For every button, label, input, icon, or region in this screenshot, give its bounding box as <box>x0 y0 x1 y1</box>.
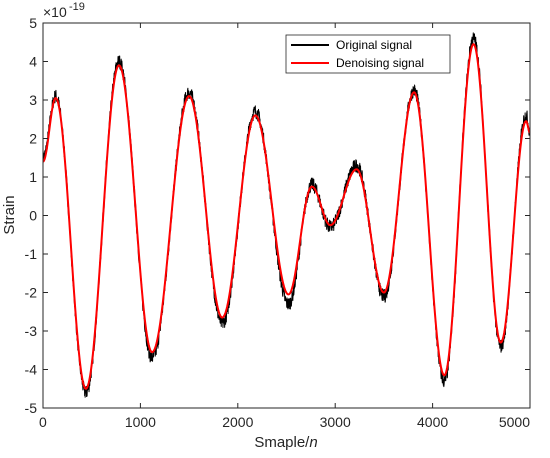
x-tick-label: 3000 <box>320 414 351 430</box>
y-tick-label: 0 <box>29 208 37 224</box>
x-tick-label: 4000 <box>417 414 448 430</box>
x-axis-label: Smaple/n <box>254 434 317 451</box>
y-exponent-power: -19 <box>69 1 85 13</box>
y-tick-label: -1 <box>25 246 38 262</box>
y-exponent-base: ×10 <box>43 4 67 20</box>
y-tick-label: 2 <box>29 131 37 147</box>
x-axis-label-italic: n <box>309 434 317 451</box>
y-tick-label: 4 <box>29 54 37 70</box>
y-tick-label: 5 <box>29 15 37 31</box>
y-tick-label: -5 <box>25 400 38 416</box>
y-tick-label: -2 <box>25 285 38 301</box>
x-tick-label: 5000 <box>499 414 530 430</box>
legend: Original signal Denoising signal <box>285 34 451 74</box>
y-tick-label: 3 <box>29 92 37 108</box>
y-axis-label: Strain <box>1 195 18 234</box>
legend-label-original: Original signal <box>336 38 412 52</box>
ticks-layer: 0 1000 2000 3000 4000 5000 -5 -4 -3 -2 -1 0 1 2 3 4 5 <box>25 15 531 430</box>
y-tick-label: 1 <box>29 169 37 185</box>
legend-box <box>285 34 451 74</box>
x-tick-label: 2000 <box>222 414 253 430</box>
x-axis-label-text: Smaple/ <box>254 434 310 451</box>
plot-area-background <box>43 23 530 408</box>
y-tick-label: -3 <box>25 323 38 339</box>
series-line-denoising <box>42 43 531 390</box>
x-tick-label: 1000 <box>125 414 156 430</box>
y-tick-label: -4 <box>25 362 38 378</box>
x-tick-label: 0 <box>39 414 47 430</box>
series-layer <box>42 32 531 398</box>
legend-label-denoising: Denoising signal <box>336 56 424 70</box>
